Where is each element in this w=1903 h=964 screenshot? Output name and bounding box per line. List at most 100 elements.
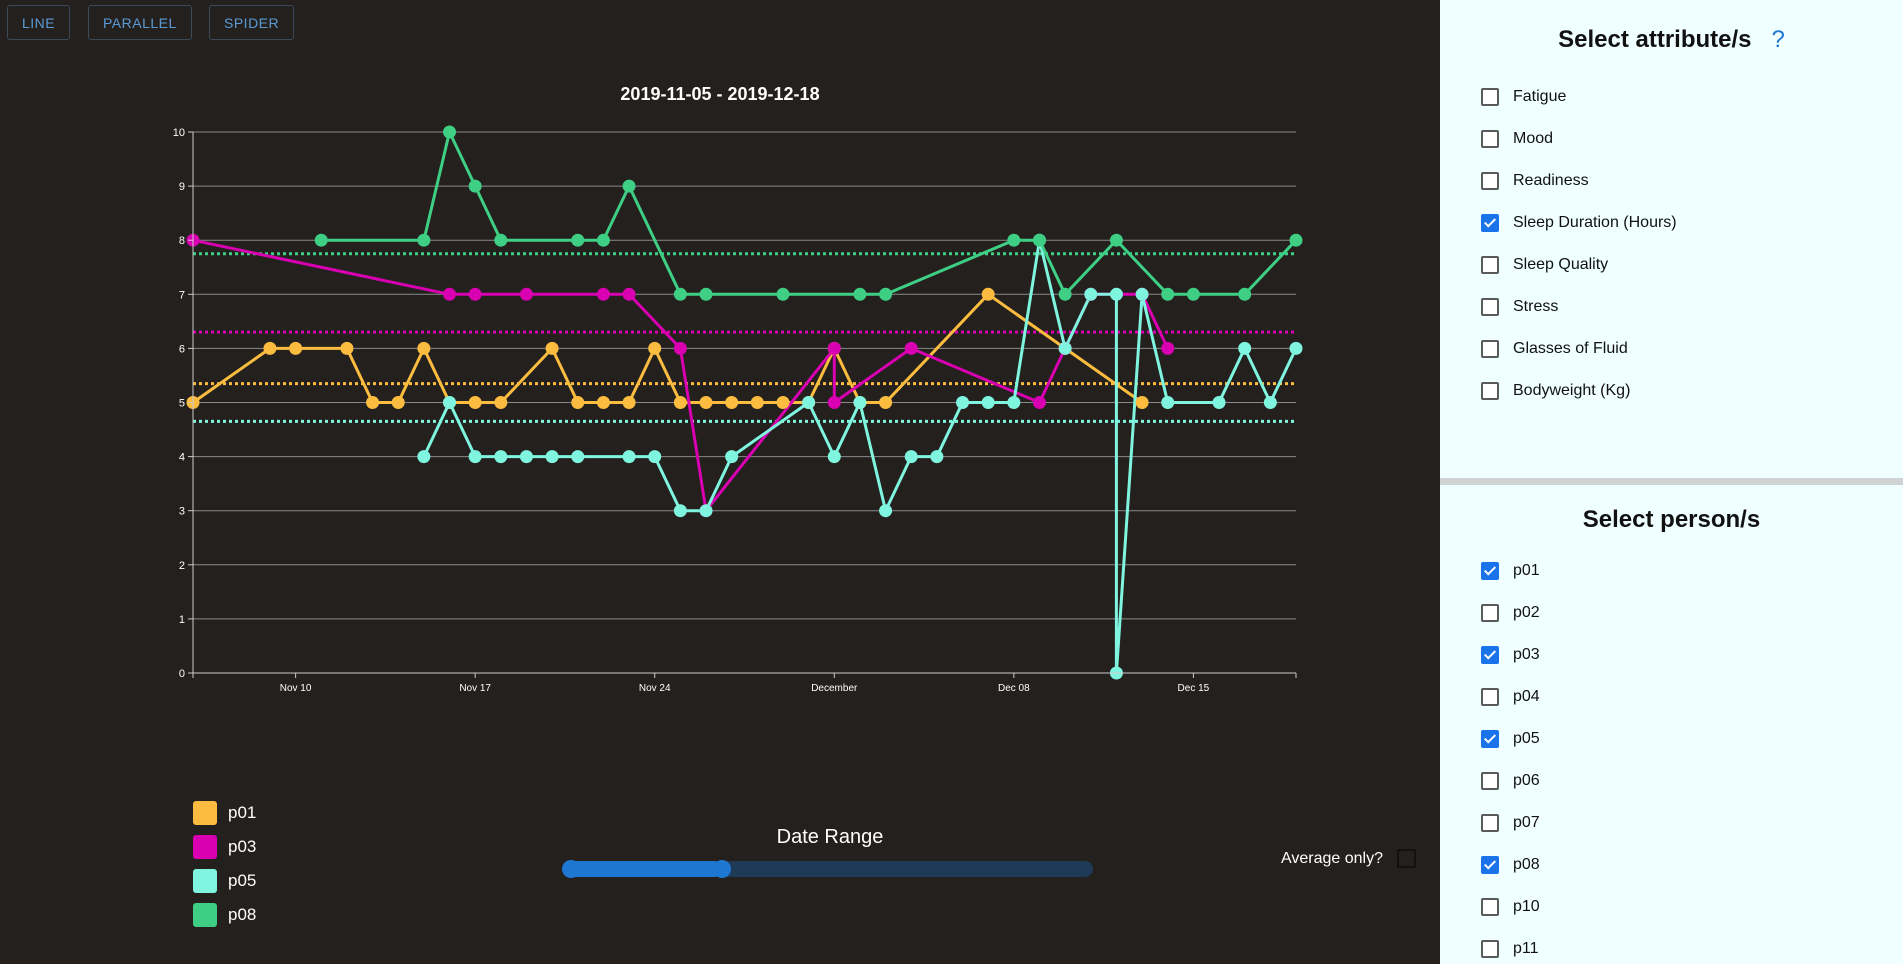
attribute-panel-title: Select attribute/s? (1440, 26, 1903, 54)
tab-line[interactable]: LINE (7, 5, 71, 40)
y-tick-label: 6 (179, 343, 185, 355)
attribute-option[interactable]: Bodyweight (Kg) (1481, 380, 1630, 402)
attribute-checkbox[interactable] (1481, 340, 1499, 358)
date-range-slider[interactable] (562, 860, 1093, 878)
attribute-panel: Select attribute/s? Fatigue Mood Readiness… (1440, 0, 1903, 478)
attribute-option[interactable]: Stress (1481, 296, 1558, 318)
data-point-p05 (519, 450, 533, 464)
chart-title: 2019-11-05 - 2019-12-18 (620, 84, 819, 104)
attribute-checkbox[interactable] (1481, 298, 1499, 316)
tab-spider[interactable]: SPIDER (209, 5, 295, 40)
person-option[interactable]: p11 (1481, 938, 1539, 960)
x-tick-label: Dec 08 (998, 683, 1030, 694)
series-line-p03 (192, 238, 1170, 513)
data-point-p01 (725, 396, 739, 409)
person-option[interactable]: p03 (1481, 644, 1540, 666)
attribute-title-text: Select attribute/s (1558, 26, 1752, 53)
person-option[interactable]: p02 (1481, 602, 1540, 624)
tab-parallel[interactable]: PARALLEL (88, 5, 192, 40)
y-tick-label: 4 (179, 452, 185, 464)
data-point-p08 (571, 233, 585, 247)
legend-label: p05 (228, 871, 257, 890)
data-point-p05 (699, 504, 713, 518)
data-point-p05 (1058, 341, 1072, 355)
data-point-p08 (699, 287, 713, 301)
data-point-p01 (366, 396, 380, 409)
attribute-option[interactable]: Sleep Quality (1481, 254, 1608, 276)
data-point-p01 (494, 396, 508, 409)
attribute-checkbox[interactable] (1481, 172, 1499, 190)
data-point-p01 (571, 396, 585, 409)
data-point-p01 (981, 287, 995, 301)
data-point-p05 (1263, 396, 1277, 409)
attribute-option[interactable]: Readiness (1481, 170, 1589, 192)
data-point-p01 (417, 341, 431, 355)
data-point-p01 (648, 341, 662, 355)
data-point-p03 (468, 287, 482, 301)
data-point-p08 (1238, 287, 1252, 301)
attribute-checkbox[interactable] (1481, 130, 1499, 148)
y-tick-label: 9 (179, 181, 185, 193)
person-checkbox[interactable] (1481, 856, 1499, 874)
attribute-option-label: Fatigue (1513, 88, 1567, 105)
legend-item: p03 (193, 834, 256, 860)
data-point-p08 (1032, 233, 1046, 247)
help-icon[interactable]: ? (1771, 26, 1785, 53)
person-checkbox[interactable] (1481, 814, 1499, 832)
attribute-option[interactable]: Mood (1481, 128, 1553, 150)
person-option[interactable]: p07 (1481, 812, 1540, 834)
attribute-checkbox[interactable] (1481, 382, 1499, 400)
person-checkbox[interactable] (1481, 688, 1499, 706)
data-point-p05 (879, 504, 893, 518)
data-point-p05 (1289, 341, 1303, 355)
data-point-p03 (673, 341, 687, 355)
attribute-option-label: Mood (1513, 130, 1554, 147)
data-point-p08 (1186, 287, 1200, 301)
data-point-p01 (699, 396, 713, 409)
person-checkbox[interactable] (1481, 562, 1499, 580)
person-checkbox[interactable] (1481, 940, 1499, 958)
date-range-end-handle[interactable] (713, 860, 731, 878)
attribute-checkbox[interactable] (1481, 88, 1499, 106)
person-option-label: p05 (1513, 730, 1540, 747)
person-option[interactable]: p08 (1481, 854, 1540, 876)
data-point-p05 (622, 450, 636, 464)
attribute-option[interactable]: Fatigue (1481, 86, 1566, 108)
data-point-p08 (776, 287, 790, 301)
data-point-p05 (853, 396, 867, 409)
data-point-p05 (930, 450, 944, 464)
data-point-p05 (494, 450, 508, 464)
person-option[interactable]: p04 (1481, 686, 1540, 708)
data-point-p08 (622, 179, 636, 193)
attribute-option[interactable]: Sleep Duration (Hours) (1481, 212, 1677, 234)
main-area: LINE PARALLEL SPIDER 0 1 2 3 4 5 6 7 8 9 10 Nov 10 N… (7, 5, 1416, 927)
person-checkbox[interactable] (1481, 898, 1499, 916)
person-option[interactable]: p06 (1481, 770, 1540, 792)
attribute-checkbox[interactable] (1481, 214, 1499, 232)
data-point-p01 (391, 396, 405, 409)
person-option-label: p03 (1513, 646, 1540, 663)
x-tick-label: Nov 10 (280, 683, 312, 694)
data-point-p03 (622, 287, 636, 301)
average-only-checkbox[interactable] (1397, 849, 1416, 868)
data-point-p05 (827, 450, 841, 464)
data-point-p08 (314, 233, 328, 247)
data-point-p08 (417, 233, 431, 247)
average-only-toggle[interactable]: Average only? (1281, 849, 1416, 868)
data-point-p03 (443, 287, 457, 301)
person-checkbox[interactable] (1481, 604, 1499, 622)
data-point-p03 (519, 287, 533, 301)
person-checkbox[interactable] (1481, 772, 1499, 790)
attribute-checkbox[interactable] (1481, 256, 1499, 274)
attribute-option-label: Glasses of Fluid (1513, 340, 1628, 357)
date-range-start-handle[interactable] (562, 860, 580, 878)
person-option[interactable]: p01 (1481, 560, 1540, 582)
person-option[interactable]: p10 (1481, 896, 1540, 918)
person-checkbox[interactable] (1481, 646, 1499, 664)
data-point-p08 (494, 233, 508, 247)
data-point-p08 (1058, 287, 1072, 301)
person-option[interactable]: p05 (1481, 728, 1540, 750)
person-checkbox[interactable] (1481, 730, 1499, 748)
data-point-p05 (571, 450, 585, 464)
attribute-option[interactable]: Glasses of Fluid (1481, 338, 1628, 360)
